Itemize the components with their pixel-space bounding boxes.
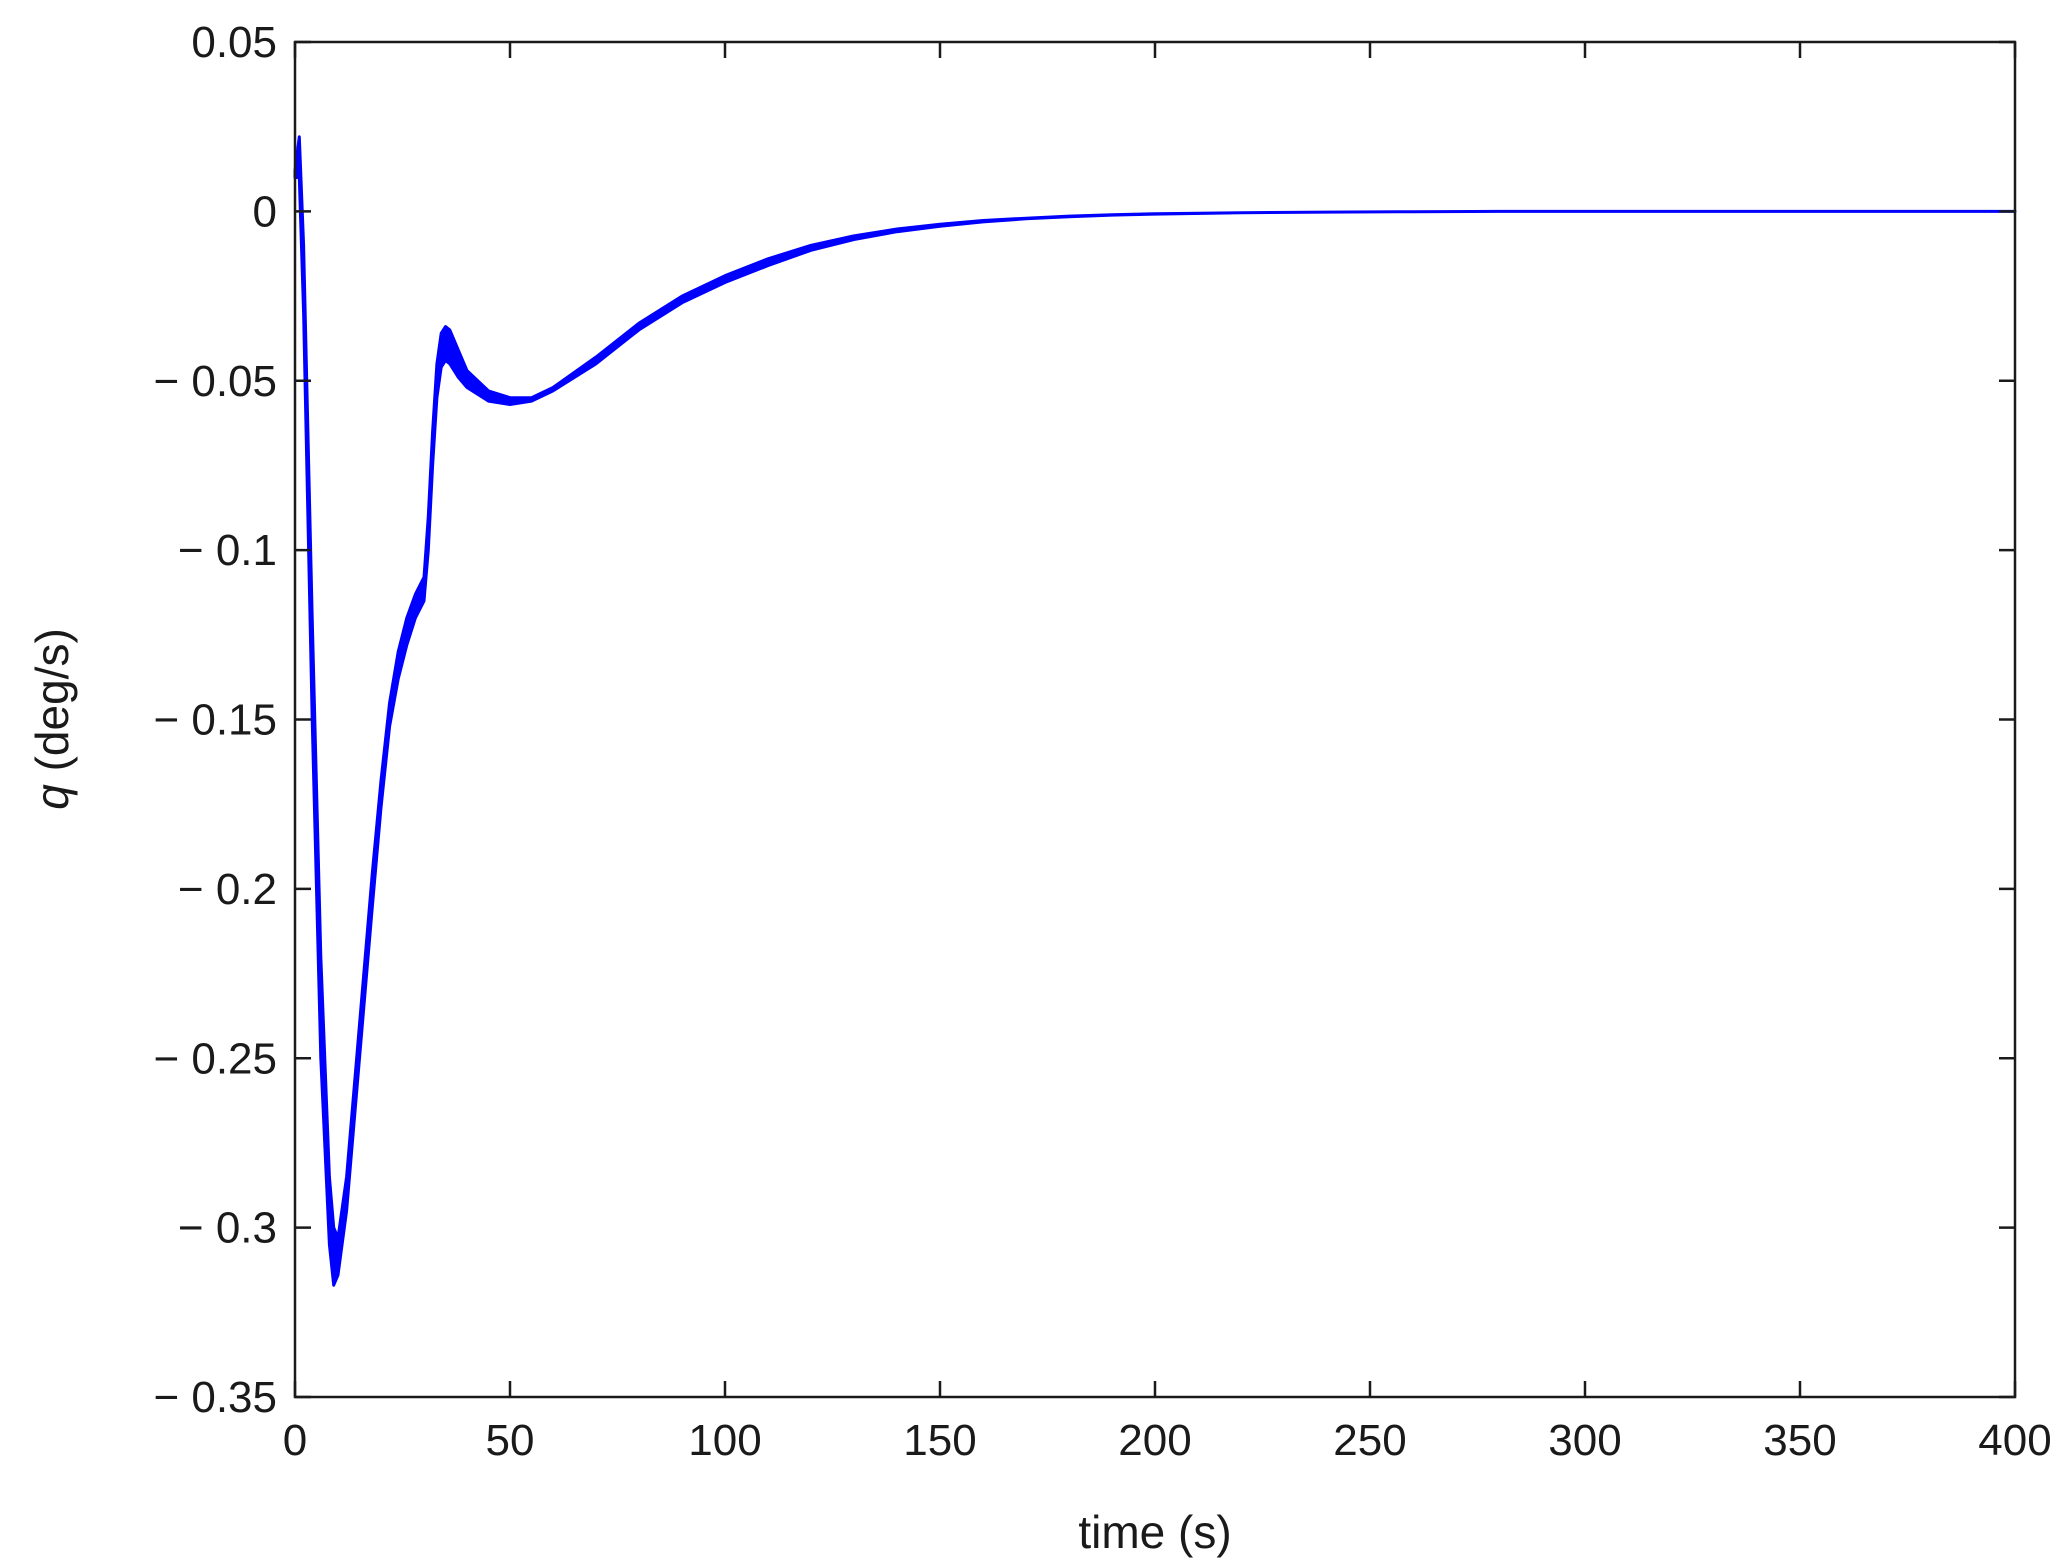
x-tick-label: 200 (1118, 1416, 1191, 1465)
y-tick-label: 0.05 (191, 18, 277, 67)
x-tick-label: 350 (1763, 1416, 1836, 1465)
y-axis-label-symbol: q (26, 784, 78, 810)
y-tick-label: − 0.2 (178, 865, 277, 914)
y-axis-label-unit: (deg/s) (26, 628, 78, 784)
x-tick-label: 400 (1978, 1416, 2051, 1465)
x-tick-label: 250 (1333, 1416, 1406, 1465)
x-tick-label: 0 (283, 1416, 307, 1465)
plot-area (295, 42, 2015, 1397)
x-tick-label: 100 (688, 1416, 761, 1465)
axes-box (293, 40, 2017, 1399)
tick-labels: 0 50 100 150 200 250 300 350 400 0.05 0 − 0.05 − 0.1… (153, 18, 2051, 1465)
y-tick-label: − 0.25 (153, 1034, 277, 1083)
x-tick-label: 50 (486, 1416, 535, 1465)
y-tick-label: − 0.05 (153, 357, 277, 406)
y-tick-label: − 0.35 (153, 1373, 277, 1422)
series-band-q (293, 135, 2017, 1287)
x-tick-label: 150 (903, 1416, 976, 1465)
y-tick-label: 0 (253, 187, 277, 236)
x-axis-label: time (s) (1078, 1506, 1231, 1558)
x-tick-label: 300 (1548, 1416, 1621, 1465)
y-tick-label: − 0.15 (153, 696, 277, 745)
y-axis-label: q (deg/s) (26, 628, 78, 810)
y-tick-label: − 0.3 (178, 1204, 277, 1253)
y-tick-label: − 0.1 (178, 526, 277, 575)
